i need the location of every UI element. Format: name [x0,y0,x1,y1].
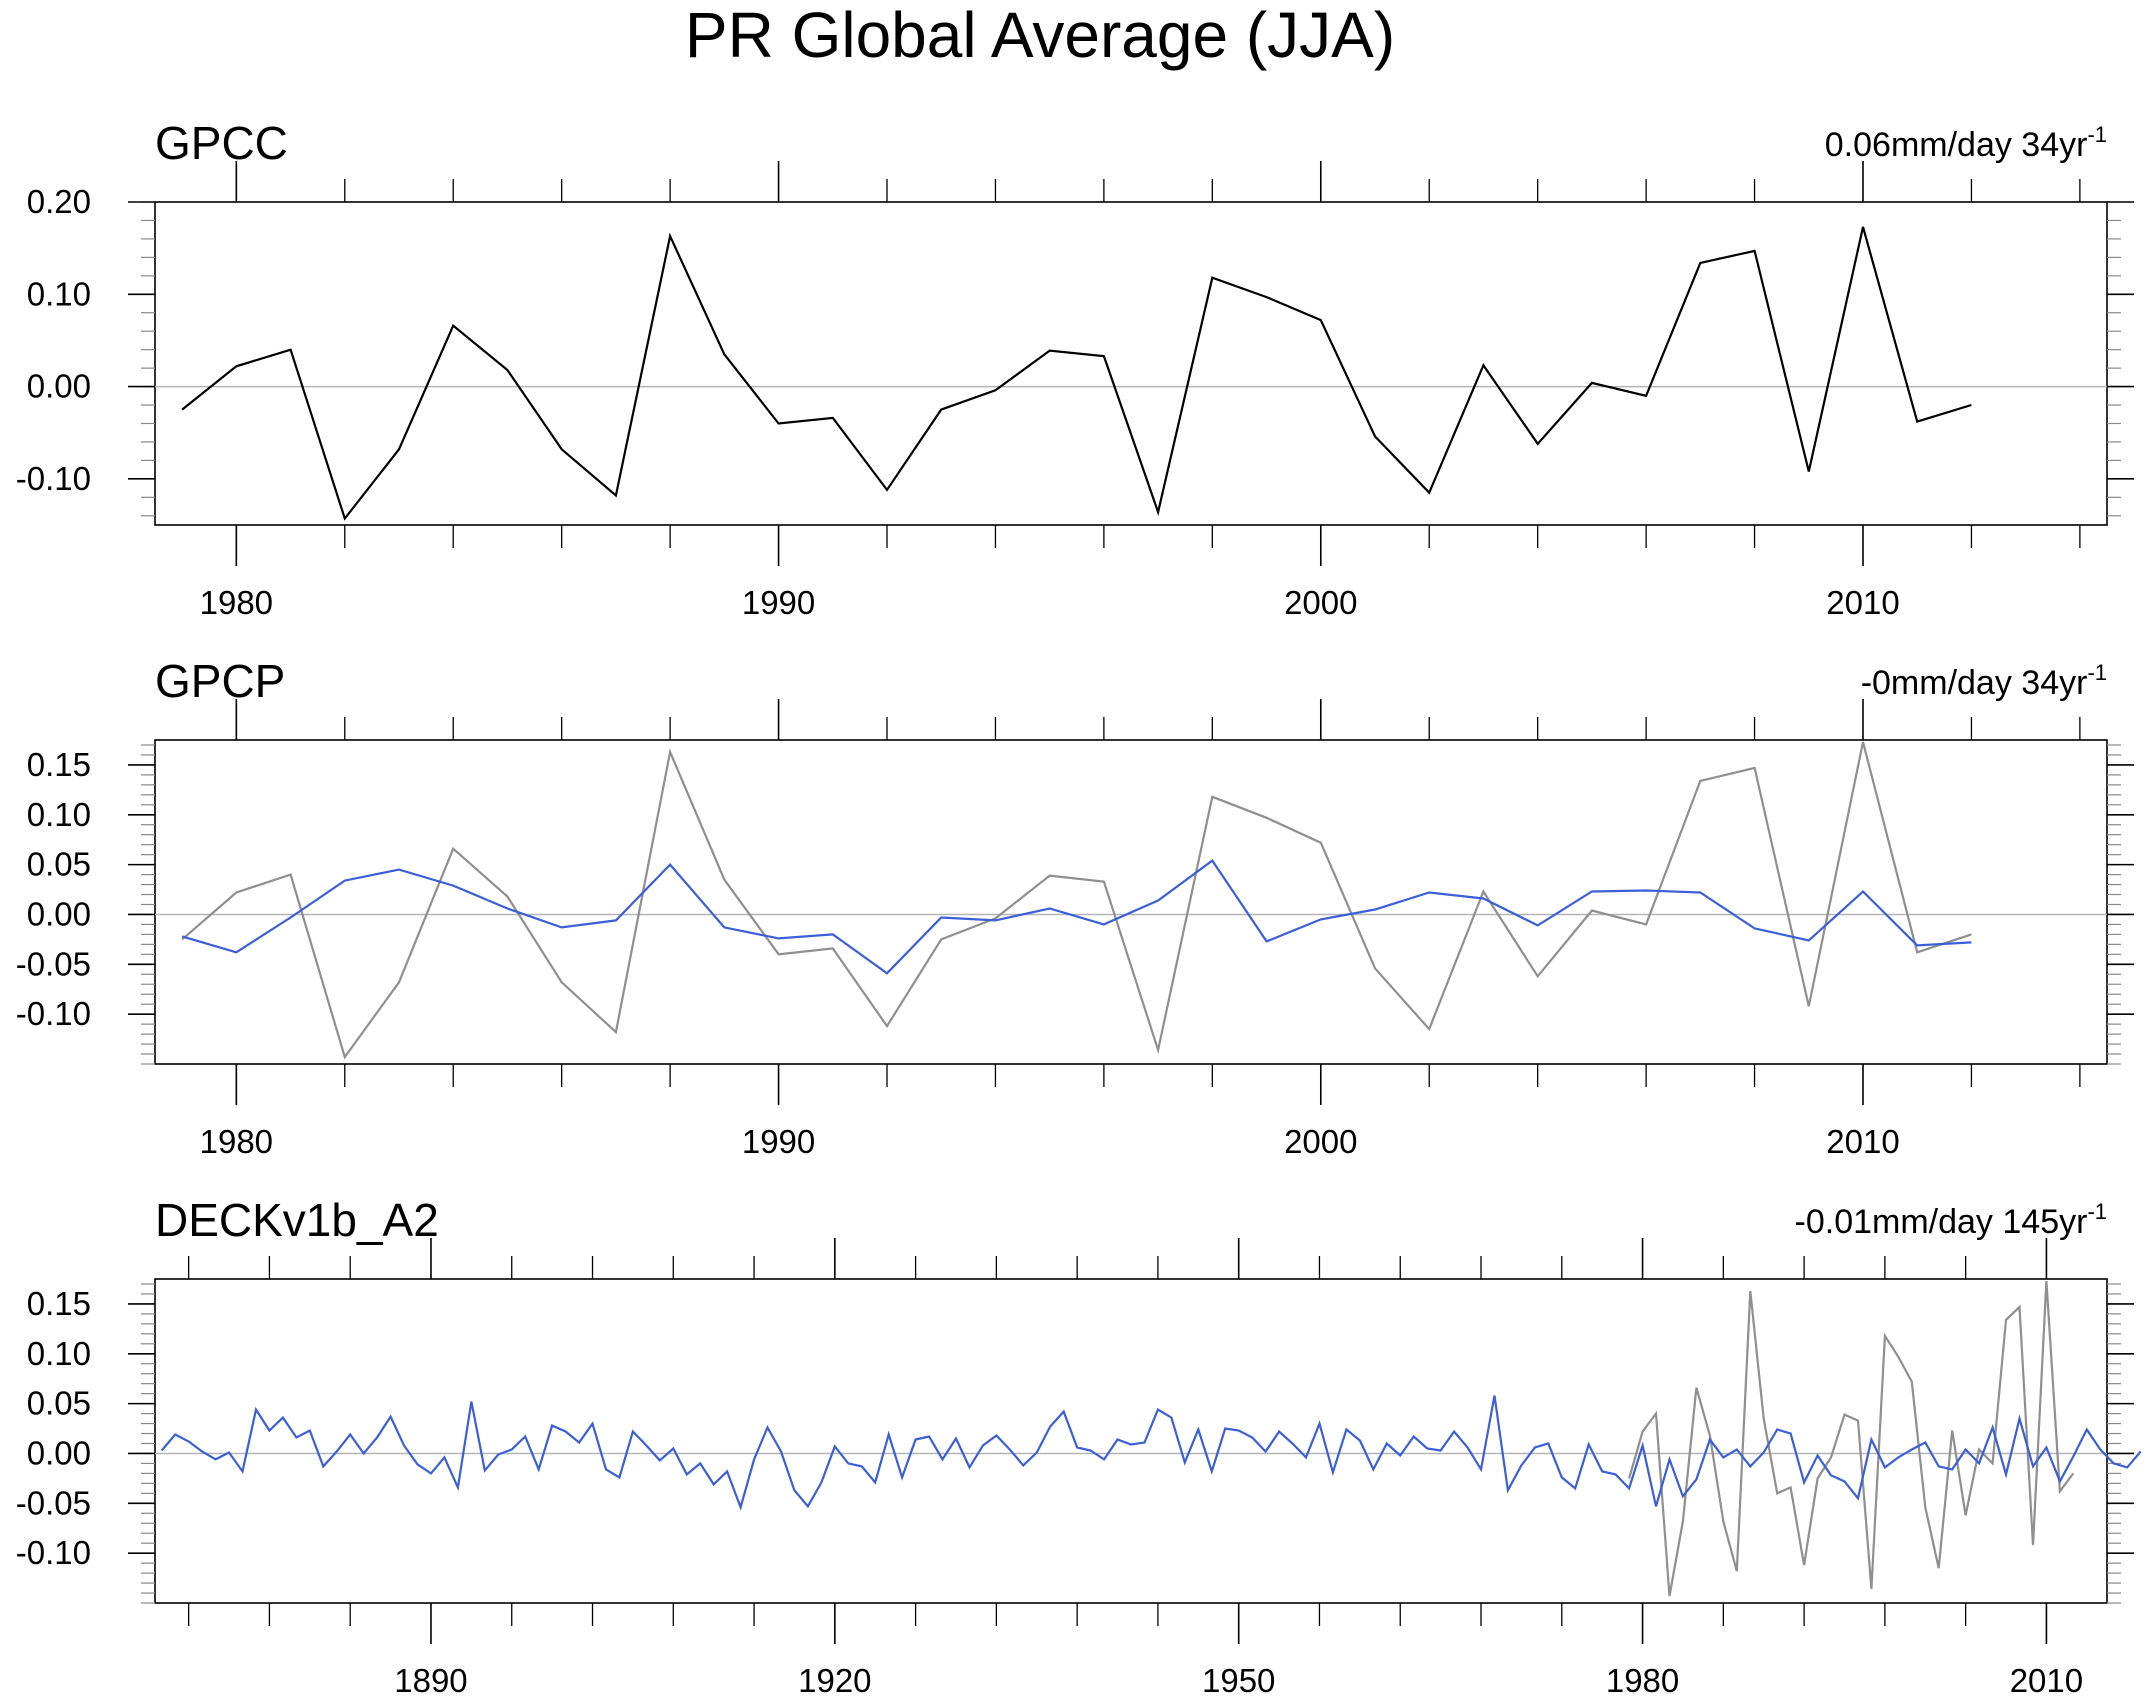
trend-annotation: 0.06mm/day 34yr-1 [1825,122,2107,164]
y-tick-label: 0.15 [27,1285,91,1322]
y-tick-label: -0.10 [16,995,91,1032]
chart-panel-3: DECKv1b_A2 -0.01mm/day 145yr-1 0.15 0.10 0.0… [16,1194,2142,1699]
y-tick-label: 0.10 [27,275,91,312]
x-tick-label: 1990 [742,584,815,621]
trend-annotation-text: -0.01mm/day 145yr [1795,1203,2088,1241]
x-tick-label: 1950 [1202,1662,1275,1699]
trend-annotation-superscript: -1 [2087,1199,2107,1224]
panel-title: GPCP [155,655,285,707]
plot-frame [154,1278,2108,1604]
x-tick-label: 2000 [1284,584,1357,621]
x-tick-label: 1980 [200,1123,273,1160]
y-tick-label: 0.05 [27,1385,91,1422]
x-tick-label: 2010 [1826,584,1899,621]
trend-annotation-text: 0.06mm/day 34yr [1825,126,2088,164]
x-tick-label: 2010 [2010,1662,2083,1699]
trend-annotation: -0.01mm/day 145yr-1 [1795,1199,2107,1241]
chart-panels: GPCC 0.06mm/day 34yr-10.200.100.00-0.1019… [16,117,2142,1699]
y-tick-label: -0.05 [16,1484,91,1521]
chart-panel-1: GPCC 0.06mm/day 34yr-1 0.20 0.10 0.00 -0.10 19… [16,117,2134,621]
trend-annotation: -0mm/day 34yr-1 [1861,660,2107,702]
series-line-gpcp [181,859,1972,975]
y-tick-label: 0.20 [27,183,91,220]
trend-annotation-text: -0mm/day 34yr [1861,664,2088,702]
plot-frame [154,201,2108,526]
figure-title: PR Global Average (JJA) [685,0,1395,71]
y-tick-label: 0.10 [27,796,91,833]
y-tick-label: 0.00 [27,895,91,932]
y-tick-label: -0.05 [16,945,91,982]
y-tick-label: -0.10 [16,460,91,497]
x-tick-label: 1980 [200,584,273,621]
x-tick-label: 1990 [742,1123,815,1160]
x-tick-label: 2010 [1826,1123,1899,1160]
y-tick-label: -0.10 [16,1534,91,1571]
plot-frame [154,739,2108,1065]
trend-annotation-superscript: -1 [2087,660,2107,685]
series-line-gpcc [181,226,1972,521]
x-tick-label: 2000 [1284,1123,1357,1160]
x-tick-label: 1980 [1606,1662,1679,1699]
series-line-gpcc-reference [1628,1280,2075,1597]
series-line-deckv1b-a2 [160,1395,2142,1511]
y-tick-label: 0.05 [27,846,91,883]
y-tick-label: 0.15 [27,746,91,783]
y-tick-label: 0.00 [27,368,91,405]
panel-title: DECKv1b_A2 [155,1194,439,1246]
panel-title: GPCC [155,117,288,169]
trend-annotation-superscript: -1 [2087,122,2107,147]
y-tick-label: 0.00 [27,1434,91,1471]
chart-panel-2: GPCP -0mm/day 34yr-1 0.15 0.10 0.05 0.00 -0.05… [16,655,2134,1160]
series-line-gpcc-reference [181,741,1972,1060]
x-tick-label: 1920 [798,1662,871,1699]
x-tick-label: 1890 [394,1662,467,1699]
y-tick-label: 0.10 [27,1335,91,1372]
